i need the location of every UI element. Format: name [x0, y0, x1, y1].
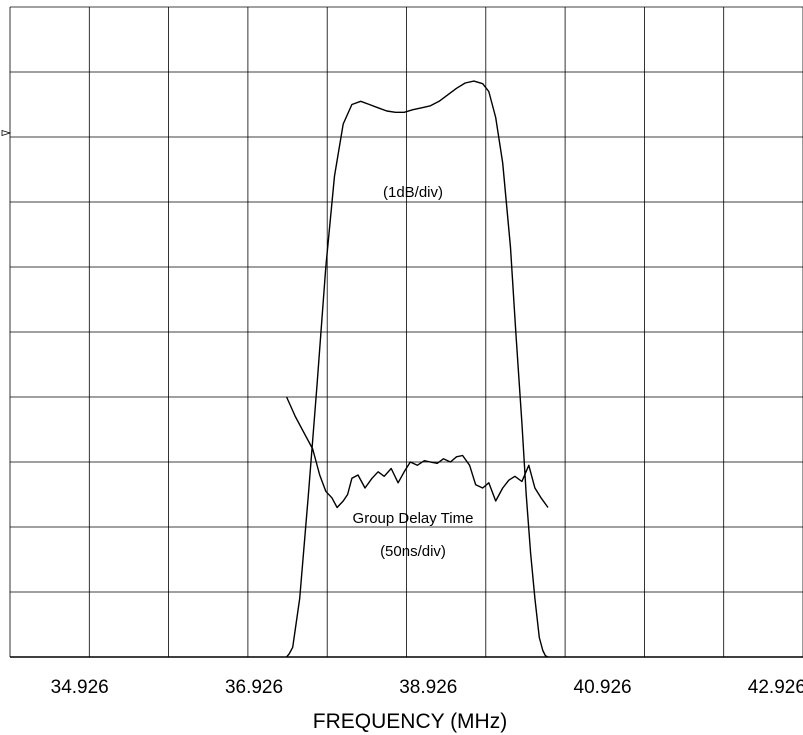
series-layer [285, 80, 549, 658]
group-delay-line [285, 396, 549, 509]
grid [9, 6, 803, 658]
amplitude-scale-label: (1dB/div) [383, 184, 443, 201]
amplitude-response-line [286, 80, 549, 658]
group-delay-title: Group Delay Time [353, 510, 474, 527]
x-tick-label: 34.926 [51, 677, 109, 698]
group-delay-scale-label: (50ns/div) [380, 543, 446, 560]
x-axis-label: FREQUENCY (MHz) [313, 710, 507, 733]
reference-marker-icon [1, 129, 12, 137]
x-tick-label: 36.926 [225, 677, 283, 698]
x-tick-label: 38.926 [399, 677, 457, 698]
x-tick-label: 42.926 [748, 677, 803, 698]
x-tick-label: 40.926 [574, 677, 632, 698]
x-tick-labels: 34.926 36.926 38.926 40.926 42.926 [51, 677, 803, 698]
